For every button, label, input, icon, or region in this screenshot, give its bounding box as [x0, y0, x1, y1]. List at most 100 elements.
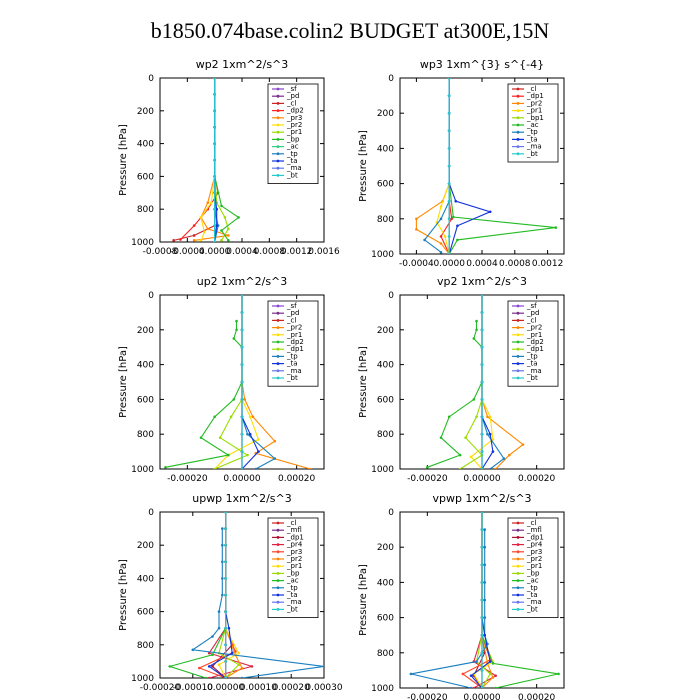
- x-tick-label: -0.00020: [167, 474, 208, 484]
- data-point: [488, 660, 492, 663]
- data-point: [480, 467, 484, 469]
- data-point: [218, 436, 222, 439]
- data-point: [494, 467, 497, 469]
- legend-marker: [516, 521, 520, 525]
- x-tick-label: 0.0008: [499, 259, 531, 269]
- legend-label: _ma: [286, 164, 302, 172]
- data-point: [494, 674, 497, 677]
- data-point: [483, 633, 487, 637]
- data-point: [217, 610, 221, 613]
- data-point: [447, 199, 451, 203]
- data-point: [206, 227, 210, 231]
- x-tick-label: -0.00020: [407, 474, 448, 484]
- legend-marker: [276, 166, 280, 170]
- legend-label: _bt: [526, 150, 538, 158]
- legend-label: _bt: [286, 605, 298, 613]
- y-tick-label: 600: [377, 180, 394, 190]
- legend-marker: [516, 608, 520, 611]
- data-point: [224, 543, 227, 547]
- data-point: [224, 643, 227, 647]
- legend-marker: [516, 557, 520, 561]
- legend-label: _bp1: [526, 114, 544, 122]
- y-tick-label: 200: [137, 326, 154, 336]
- legend-label: _mfl: [526, 526, 542, 534]
- legend-marker: [516, 376, 520, 380]
- legend-label: _bt: [286, 374, 298, 382]
- x-tick-label: 0.00000: [463, 693, 500, 700]
- y-tick-label: 400: [137, 140, 154, 150]
- legend-marker: [276, 557, 280, 561]
- plot-area: [426, 295, 525, 469]
- legend-box: [507, 300, 559, 387]
- x-tick-label: 0.0004: [466, 259, 498, 269]
- data-point: [488, 415, 492, 419]
- data-point: [439, 217, 443, 221]
- y-tick-label: 0: [388, 291, 394, 301]
- legend-marker: [516, 347, 520, 351]
- data-point: [521, 443, 525, 446]
- y-tick-label: 400: [137, 361, 154, 371]
- x-tick-label: -0.0004: [399, 259, 434, 269]
- legend-label: _sf: [286, 302, 297, 310]
- data-point: [480, 450, 484, 453]
- data-point: [240, 450, 244, 453]
- data-point: [192, 239, 196, 242]
- data-point: [240, 467, 244, 469]
- data-point: [179, 238, 182, 241]
- y-tick-label: 1000: [131, 674, 154, 684]
- panel-vp2: vp2 1xm^2/s^3 0 200 400 600 800 1000 -0.00020 0.…: [358, 275, 565, 484]
- legend-box: [267, 83, 319, 184]
- legend-label: _dp1: [286, 533, 304, 541]
- legend-label: _pr1: [286, 331, 302, 339]
- legend-label: _mfl: [286, 526, 302, 534]
- legend-marker: [276, 586, 280, 590]
- y-axis-label: Pressure [hPa]: [118, 346, 129, 418]
- data-point: [221, 560, 224, 564]
- data-point: [227, 234, 230, 237]
- data-point: [220, 239, 223, 242]
- legend-label: _pr3: [526, 548, 542, 556]
- data-point: [322, 665, 324, 668]
- y-tick-label: 1000: [371, 465, 394, 475]
- legend-label: _ta: [286, 157, 298, 165]
- data-point: [439, 242, 443, 245]
- data-point: [480, 432, 484, 436]
- y-tick-label: 0: [148, 74, 154, 84]
- legend-marker: [276, 608, 280, 611]
- data-point: [426, 465, 429, 469]
- data-point: [213, 224, 216, 227]
- panel-title: wp3 1xm^{3} s^{-4}: [420, 58, 544, 71]
- legend-label: _pr3: [286, 114, 302, 122]
- legend-label: _tp: [286, 150, 298, 158]
- data-point: [199, 239, 203, 242]
- series-line-pr2: [200, 78, 216, 241]
- y-tick-label: 1000: [131, 238, 154, 248]
- data-point: [439, 205, 443, 208]
- legend-marker: [516, 550, 520, 554]
- legend-marker: [516, 340, 520, 344]
- legend-label: _dp1: [526, 92, 544, 100]
- legend-marker: [516, 564, 520, 568]
- data-point: [224, 593, 227, 597]
- legend-label: _ma: [286, 598, 302, 606]
- y-tick-label: 200: [377, 326, 394, 336]
- data-point: [483, 545, 487, 549]
- legend-label: _ma: [286, 367, 302, 375]
- data-point: [215, 224, 219, 227]
- legend-marker: [516, 123, 520, 127]
- data-point: [213, 415, 216, 419]
- data-point: [224, 560, 227, 564]
- legend-label: _bt: [286, 171, 298, 179]
- data-point: [483, 563, 487, 567]
- legend-marker: [276, 333, 280, 337]
- legend-label: _bp: [526, 569, 540, 577]
- x-tick-label: 0.0000: [433, 259, 465, 269]
- data-point: [486, 415, 489, 419]
- data-point: [213, 125, 216, 129]
- data-point: [486, 432, 489, 436]
- legend-marker: [516, 579, 520, 582]
- data-point: [415, 217, 418, 221]
- y-tick-label: 800: [377, 649, 394, 659]
- data-point: [464, 436, 467, 439]
- data-point: [480, 651, 484, 655]
